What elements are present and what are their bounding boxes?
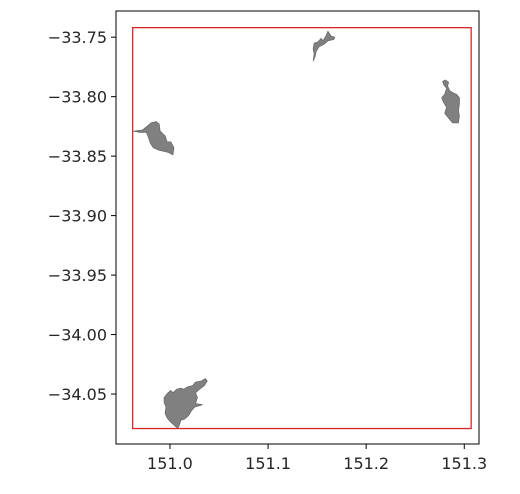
plot-border	[115, 10, 480, 445]
x-tick-label: 151.3	[441, 454, 487, 473]
y-tick-label: −33.85	[48, 147, 107, 166]
y-tick-label: −33.75	[48, 28, 107, 47]
y-axis: −33.75 −33.80 −33.85 −33.90 −33.95 −34.00 −34.…	[48, 28, 116, 404]
regions-layer	[133, 30, 460, 429]
axes-frame	[115, 10, 480, 445]
x-axis: 151.0 151.1 151.2 151.3	[147, 444, 487, 473]
bounding-box	[132, 27, 472, 430]
x-tick-label: 151.2	[343, 454, 389, 473]
west-region	[133, 121, 175, 156]
bounding-box-layer	[132, 27, 472, 430]
east-region	[441, 79, 460, 124]
south-region	[163, 378, 208, 429]
y-tick-label: −34.05	[48, 385, 107, 404]
y-tick-label: −34.00	[48, 326, 107, 345]
y-tick-label: −33.90	[48, 207, 107, 226]
y-tick-label: −33.95	[48, 266, 107, 285]
north-region	[312, 30, 336, 62]
y-tick-label: −33.80	[48, 88, 107, 107]
x-tick-label: 151.0	[147, 454, 193, 473]
x-tick-label: 151.1	[245, 454, 291, 473]
